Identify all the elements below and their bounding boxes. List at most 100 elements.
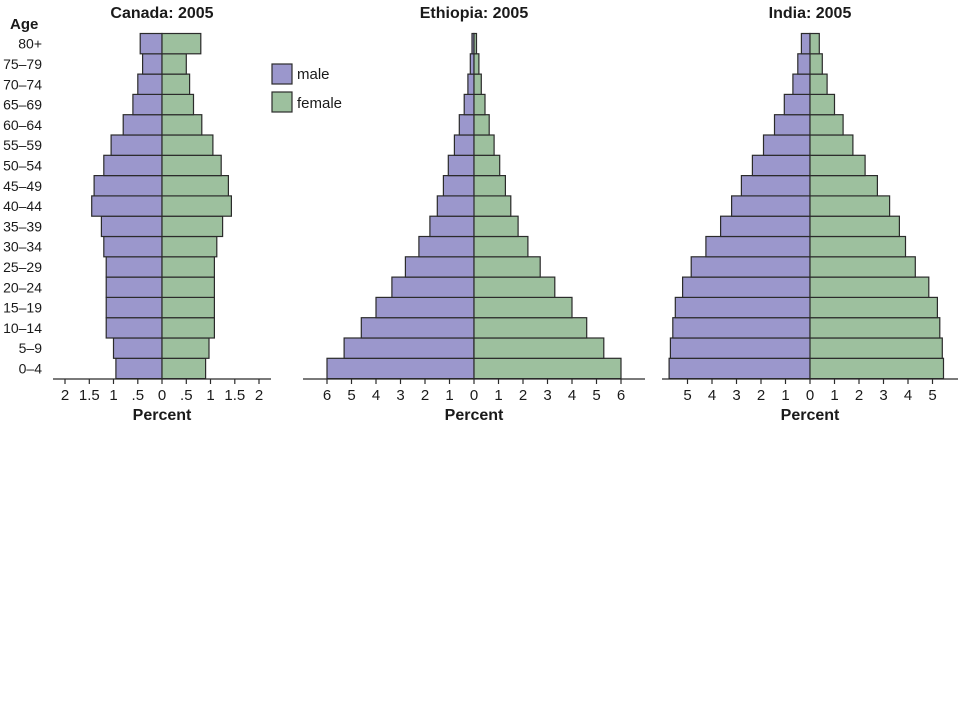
ethiopia-female-bar: [473, 337, 605, 359]
india-male-bar: [783, 93, 811, 116]
age-label: 0–4: [19, 360, 43, 376]
india-male-bar: [690, 256, 811, 278]
ethiopia-female-bar: [473, 276, 556, 299]
ethiopia-x-tick-label: 2: [519, 387, 527, 404]
india-female-bar: [809, 53, 823, 75]
india-x-tick-label: 4: [904, 387, 912, 404]
canada-female-bar: [161, 175, 230, 197]
age-label: 60–64: [3, 117, 42, 133]
age-label: 75–79: [3, 56, 42, 72]
india-male-bar: [705, 235, 811, 258]
india-x-tick-label: 1: [830, 387, 838, 404]
canada-male-bar: [122, 114, 163, 136]
ethiopia-male-bar: [360, 317, 475, 339]
canada-male-bar: [132, 93, 163, 116]
india-male-bar: [672, 317, 811, 339]
legend-label-male: male: [297, 66, 330, 83]
canada-male-bar: [137, 73, 163, 95]
canada-female-bar: [161, 53, 187, 75]
ethiopia-male-bar: [375, 296, 475, 319]
canada-female-bar: [161, 235, 218, 258]
canada-x-tick-label: 0: [158, 387, 166, 404]
age-label: 15–19: [3, 300, 42, 316]
india-female-bar: [809, 337, 943, 359]
india-x-axis-label: Percent: [781, 407, 840, 424]
india-x-tick-label: 5: [928, 387, 936, 404]
canada-female-bar: [161, 337, 210, 359]
canada-male-bar: [103, 235, 163, 258]
ethiopia-x-tick-label: 1: [445, 387, 453, 404]
canada-male-bar: [91, 195, 163, 217]
age-label: 45–49: [3, 178, 42, 194]
age-label: 65–69: [3, 97, 42, 113]
canada-female-bar: [161, 134, 214, 156]
ethiopia-x-tick-label: 5: [592, 387, 600, 404]
india-male-bar: [668, 357, 811, 380]
ethiopia-male-bar: [343, 337, 475, 359]
india-female-bar: [809, 195, 891, 217]
canada-female-bar: [161, 93, 195, 116]
ethiopia-x-tick-label: 3: [396, 387, 404, 404]
canada-female-bar: [161, 195, 233, 217]
ethiopia-male-bar: [429, 215, 475, 238]
ethiopia-female-bar: [473, 134, 495, 156]
india-female-bar: [809, 175, 879, 197]
ethiopia-male-bar: [467, 73, 475, 95]
canada-x-tick-label: 1: [206, 387, 214, 404]
ethiopia-male-bar: [447, 154, 475, 177]
india-x-tick-label: 3: [879, 387, 887, 404]
india-female-bar: [809, 357, 945, 380]
ethiopia-female-bar: [473, 195, 512, 217]
india-female-bar: [809, 296, 939, 319]
india-x-tick-label: 0: [806, 387, 814, 404]
legend: male female: [271, 63, 342, 113]
india-female-bar: [809, 317, 941, 339]
age-label: 55–59: [3, 137, 42, 153]
canada-x-tick-label: .5: [132, 387, 145, 404]
canada-male-bar: [103, 154, 163, 177]
india-male-bar: [669, 337, 811, 359]
india-x-tick-label: 4: [708, 387, 716, 404]
ethiopia-female-bar: [473, 53, 480, 75]
canada-male-bar: [112, 337, 163, 359]
ethiopia-x-axis-label: Percent: [445, 407, 504, 424]
ethiopia-chart-title: Ethiopia: 2005: [420, 5, 529, 22]
canada-x-tick-label: 2: [255, 387, 263, 404]
ethiopia-female-bar: [473, 256, 541, 278]
canada-female-bar: [161, 73, 191, 95]
india-female-bar: [809, 276, 930, 299]
ethiopia-female-bar: [473, 93, 486, 116]
canada-chart-title: Canada: 2005: [110, 5, 213, 22]
ethiopia-female-bar: [473, 114, 490, 136]
legend-swatch-female: [271, 91, 293, 113]
age-label: 25–29: [3, 259, 42, 275]
age-label: 40–44: [3, 198, 42, 214]
canada-x-tick-label: 1: [109, 387, 117, 404]
age-group-labels: 0–4 5–9 10–14 15–19 20–24 25–29 30–34 35–39 40–4…: [3, 36, 42, 377]
canada-x-tick-label: 2: [61, 387, 69, 404]
ethiopia-female-bar: [473, 154, 501, 177]
canada-x-tick-label: .5: [180, 387, 193, 404]
ethiopia-x-tick-label: 0: [470, 387, 478, 404]
age-label: 10–14: [3, 320, 42, 336]
age-label: 30–34: [3, 239, 42, 255]
ethiopia-female-bar: [473, 296, 573, 319]
ethiopia-female-bar: [473, 215, 519, 238]
canada-male-bar: [105, 276, 163, 299]
canada-pyramid: Canada: 2005 Percent 2 1.5 1.5 0.5 1 1.5 2: [53, 5, 271, 424]
canada-male-bar: [100, 215, 163, 238]
canada-male-bar: [110, 134, 163, 156]
india-female-bar: [809, 114, 844, 136]
india-female-bar: [809, 93, 836, 116]
india-female-bar: [809, 256, 916, 278]
canada-male-bar: [139, 32, 163, 55]
india-female-bar: [809, 32, 820, 55]
ethiopia-female-bar: [473, 32, 478, 55]
canada-female-bar: [161, 296, 216, 319]
canada-x-axis-label: Percent: [133, 407, 192, 424]
india-male-bar: [773, 114, 811, 136]
canada-male-bar: [105, 256, 163, 278]
